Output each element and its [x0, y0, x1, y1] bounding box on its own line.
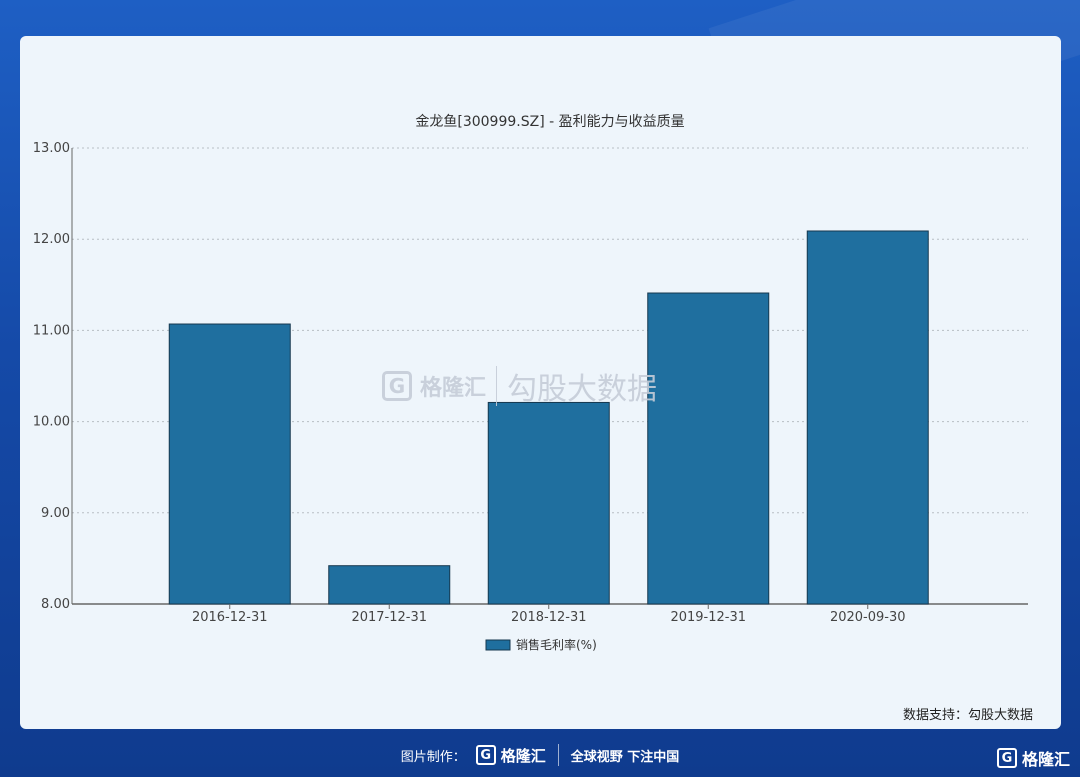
y-tick-label: 11.00 [33, 323, 70, 338]
y-tick-label: 9.00 [41, 506, 70, 521]
x-tick-label: 2016-12-31 [192, 610, 268, 625]
watermark-brand: 格隆汇 [420, 376, 487, 401]
y-tick-label: 8.00 [41, 597, 70, 612]
legend-label: 销售毛利率(%) [516, 637, 597, 652]
footer-brand: 格隆汇 [500, 746, 546, 765]
bar [806, 230, 929, 605]
footer-made-by: 图片制作： [400, 749, 466, 765]
y-tick-label: 10.00 [33, 415, 70, 430]
watermark-logo-icon: G [382, 371, 412, 401]
corner-logo-icon: G [996, 748, 1017, 768]
y-tick-label: 13.00 [33, 141, 70, 156]
bar [487, 401, 610, 605]
legend-swatch [485, 639, 511, 651]
x-tick-label: 2020-09-30 [830, 610, 906, 625]
footer-divider [557, 744, 559, 766]
bar [168, 323, 291, 605]
watermark: G 格隆汇 勾股大数据 [382, 364, 657, 408]
bar [647, 292, 770, 605]
x-tick-label: 2018-12-31 [511, 610, 587, 625]
chart-title: 金龙鱼[300999.SZ] - 盈利能力与收益质量 [415, 113, 684, 130]
y-tick-label: 12.00 [33, 232, 70, 247]
chart-card: 金龙鱼[300999.SZ] - 盈利能力与收益质量 8.00 9.00 10.00 1… [20, 36, 1061, 729]
corner-logo: G 格隆汇 [996, 746, 1070, 770]
corner-brand: 格隆汇 [1021, 750, 1070, 769]
footer: 图片制作： G 格隆汇 全球视野 下注中国 [0, 740, 1080, 770]
watermark-divider [496, 366, 498, 406]
x-tick-label: 2017-12-31 [351, 610, 427, 625]
footer-slogan: 全球视野 下注中国 [570, 749, 680, 765]
footer-logo-icon: G [475, 745, 496, 765]
data-credit: 数据支持：勾股大数据 [902, 708, 1033, 723]
x-tick-label: 2019-12-31 [670, 610, 746, 625]
bar [328, 565, 451, 605]
watermark-text: 勾股大数据 [507, 372, 658, 407]
bar-chart: 金龙鱼[300999.SZ] - 盈利能力与收益质量 8.00 9.00 10.00 1… [33, 113, 1028, 652]
